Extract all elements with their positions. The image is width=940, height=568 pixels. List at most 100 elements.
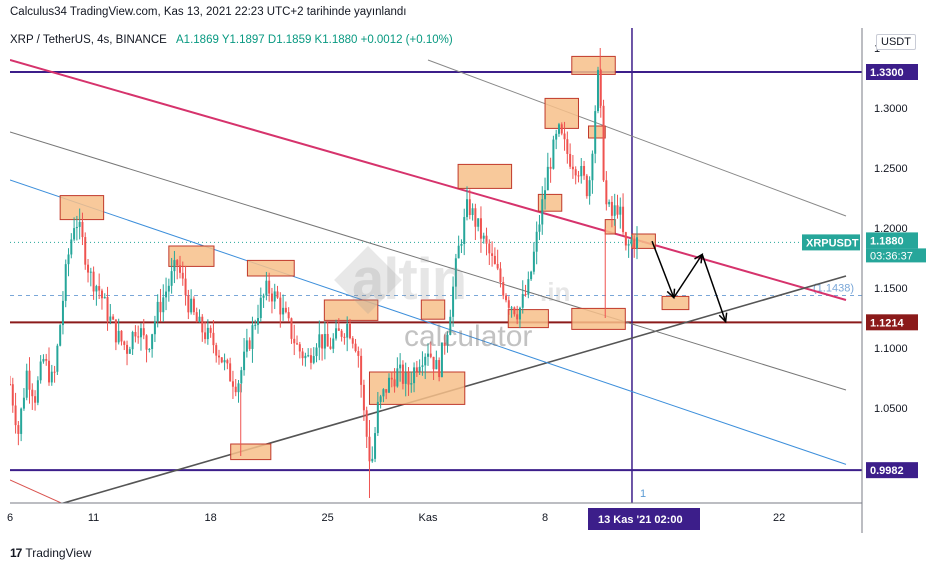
candle-body (268, 280, 271, 294)
candle-body (257, 318, 260, 325)
candle-body (496, 263, 499, 269)
candle (145, 334, 148, 363)
zone-box (420, 299, 446, 320)
candle (557, 122, 560, 137)
y-tick-label: 1.3000 (874, 103, 908, 115)
candle-body (98, 286, 101, 291)
price-tag: 1.1880 (870, 235, 904, 247)
candle (571, 154, 574, 179)
candle (474, 203, 477, 241)
projection-arrows (651, 240, 728, 324)
candle-body (137, 336, 140, 338)
candle (139, 323, 142, 351)
candle (262, 293, 265, 308)
candle (415, 360, 418, 377)
candle-body (485, 235, 488, 244)
candle (296, 335, 299, 345)
candle (159, 288, 162, 322)
candle (287, 307, 290, 322)
candle (248, 337, 251, 351)
candle (304, 352, 307, 367)
candle-body (583, 166, 586, 176)
candle-body (468, 199, 471, 216)
projection-arrow (673, 253, 703, 299)
trendlines (10, 59, 847, 503)
publish-line: Calculus34 TradingView.com, Kas 13, 2021… (10, 6, 407, 18)
candle-body (39, 361, 42, 381)
candle-body (61, 300, 64, 326)
candle (100, 288, 103, 310)
candle (541, 186, 544, 235)
candle-body (309, 355, 312, 363)
candle-body (218, 355, 220, 358)
candle (31, 383, 34, 410)
candle (552, 135, 555, 170)
candle (429, 341, 432, 359)
candle-body (270, 293, 273, 302)
symbol-name[interactable]: XRP / TetherUS, 4s, BINANCE (10, 34, 167, 46)
candle-body (78, 221, 81, 227)
candle-body (123, 341, 126, 345)
candle (466, 186, 469, 221)
candle (421, 351, 424, 376)
candle (184, 265, 187, 306)
candle-body (48, 360, 51, 383)
candle-body (112, 316, 115, 320)
candle (507, 296, 510, 315)
candle (87, 259, 90, 283)
candle-body (184, 278, 187, 296)
candle (64, 259, 67, 308)
candle-body (566, 139, 569, 154)
candle-body (371, 458, 374, 462)
candle-body (432, 356, 435, 370)
candle-body (293, 338, 296, 344)
trendline-channel-lower-gray (10, 131, 847, 391)
candle (627, 239, 630, 258)
horizontal-levels: (1.1438) (10, 28, 862, 503)
candle (209, 325, 212, 338)
candle-body (323, 333, 326, 349)
candle-body (10, 384, 11, 385)
candle (580, 158, 583, 184)
bottom-marker: 1 (640, 488, 646, 500)
candle-body (56, 345, 59, 372)
candle (602, 99, 605, 182)
brand-name: TradingView (25, 546, 92, 560)
candle (636, 226, 638, 260)
candle-body (613, 205, 616, 216)
candle (59, 323, 62, 347)
candle (418, 359, 421, 375)
candle (524, 284, 527, 297)
candle-body (516, 314, 519, 320)
candle (335, 319, 338, 341)
candle (560, 122, 563, 136)
ohlc-values: A1.1869 Y1.1897 D1.1859 K1.1880 +0.0012 … (176, 34, 453, 46)
candle (95, 284, 98, 306)
candle (34, 390, 37, 411)
candle (178, 255, 181, 279)
axes: 1 1.3000 1.2500 1.2000 1.1500 1.1000 1.0500 6 11… (7, 28, 908, 533)
candle-body (577, 175, 580, 177)
x-tick-label: 18 (205, 512, 217, 524)
candle-body (571, 166, 574, 170)
candle-body (279, 297, 282, 315)
candle-body (212, 332, 215, 346)
candle-body (332, 338, 335, 349)
candle (360, 348, 363, 398)
candle-body (482, 235, 485, 239)
candle (563, 121, 566, 151)
candle-body (449, 316, 452, 335)
candle-body (223, 360, 226, 363)
candle-body (479, 218, 482, 239)
candle-body (318, 334, 321, 348)
candle-body (301, 351, 304, 359)
candle (432, 356, 435, 380)
zone-box (230, 443, 272, 461)
candle-body (357, 351, 360, 356)
currency-button[interactable]: USDT (876, 34, 916, 50)
zone-box (59, 195, 105, 221)
candle-body (84, 237, 87, 265)
candle-body (588, 180, 591, 197)
candle-body (538, 224, 541, 232)
